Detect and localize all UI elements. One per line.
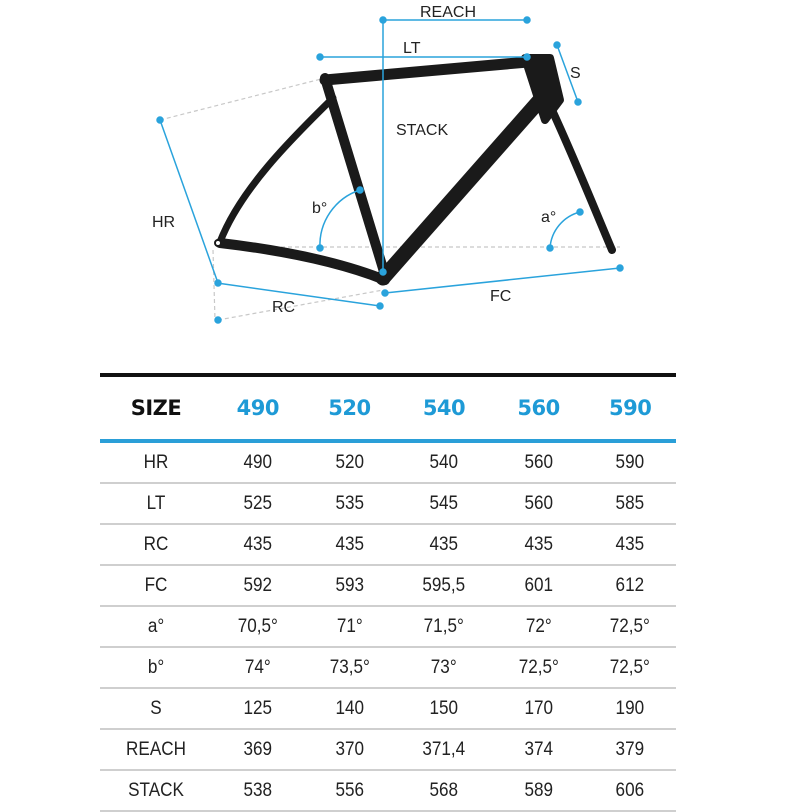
cell-value: 125 — [216, 688, 300, 730]
row-label: b° — [105, 647, 207, 689]
row-label: RC — [105, 524, 207, 566]
label-s: S — [570, 65, 581, 82]
table-row: S 125 140 150 170 190 — [100, 688, 676, 730]
cell-value: 435 — [400, 524, 488, 566]
cell-value: 72° — [497, 606, 580, 648]
cell-value: 369 — [216, 729, 300, 771]
cell-value: 601 — [497, 565, 580, 607]
label-lt: LT — [403, 40, 421, 57]
size-490: 490 — [212, 375, 304, 443]
geometry-table: SIZE 490 520 540 560 590 HR 490 520 540 560 5… — [100, 373, 676, 812]
cell-value: 71,5° — [400, 606, 488, 648]
guide-lines — [159, 77, 620, 321]
cell-value: 371,4 — [400, 729, 488, 771]
cell-value: 568 — [400, 770, 488, 812]
row-label: STACK — [105, 770, 207, 812]
bike-frame — [214, 54, 616, 286]
cell-value: 612 — [588, 565, 672, 607]
cell-value: 72,5° — [497, 647, 580, 689]
cell-value: 435 — [497, 524, 580, 566]
row-label: a° — [105, 606, 207, 648]
label-stack: STACK — [396, 122, 448, 139]
cell-value: 560 — [497, 483, 580, 525]
cell-value: 140 — [308, 688, 391, 730]
cell-value: 435 — [308, 524, 391, 566]
cell-value: 73° — [400, 647, 488, 689]
table-row: LT 525 535 545 560 585 — [100, 483, 676, 525]
cell-value: 592 — [216, 565, 300, 607]
size-590: 590 — [584, 375, 676, 443]
cell-value: 374 — [497, 729, 580, 771]
cell-value: 72,5° — [588, 606, 672, 648]
size-540: 540 — [395, 375, 493, 443]
cell-value: 556 — [308, 770, 391, 812]
cell-value: 190 — [588, 688, 672, 730]
size-header-row: SIZE 490 520 540 560 590 — [100, 375, 676, 443]
cell-value: 520 — [308, 441, 391, 484]
table-row: RC 435 435 435 435 435 — [100, 524, 676, 566]
label-hr: HR — [152, 214, 175, 231]
size-520: 520 — [303, 375, 396, 443]
row-label: HR — [105, 441, 207, 484]
cell-value: 593 — [308, 565, 391, 607]
dimension-lines — [156, 16, 624, 324]
cell-value: 72,5° — [588, 647, 672, 689]
row-label: REACH — [105, 729, 207, 771]
cell-value: 435 — [216, 524, 300, 566]
cell-value: 545 — [400, 483, 488, 525]
table-row: b° 74° 73,5° 73° 72,5° 72,5° — [100, 647, 676, 689]
cell-value: 540 — [400, 441, 488, 484]
cell-value: 70,5° — [216, 606, 300, 648]
size-header-label: SIZE — [100, 375, 212, 443]
label-angle-b: b° — [312, 200, 327, 217]
cell-value: 435 — [588, 524, 672, 566]
size-560: 560 — [492, 375, 585, 443]
cell-value: 525 — [216, 483, 300, 525]
cell-value: 585 — [588, 483, 672, 525]
cell-value: 535 — [308, 483, 391, 525]
label-angle-a: a° — [541, 209, 556, 226]
cell-value: 595,5 — [400, 565, 488, 607]
label-reach: REACH — [420, 4, 476, 21]
cell-value: 379 — [588, 729, 672, 771]
cell-value: 150 — [400, 688, 488, 730]
table-row: HR 490 520 540 560 590 — [100, 441, 676, 484]
table-row: a° 70,5° 71° 71,5° 72° 72,5° — [100, 606, 676, 648]
cell-value: 538 — [216, 770, 300, 812]
cell-value: 370 — [308, 729, 391, 771]
cell-value: 170 — [497, 688, 580, 730]
cell-value: 606 — [588, 770, 672, 812]
cell-value: 589 — [497, 770, 580, 812]
cell-value: 490 — [216, 441, 300, 484]
cell-value: 73,5° — [308, 647, 391, 689]
row-label: S — [105, 688, 207, 730]
table-row: REACH 369 370 371,4 374 379 — [100, 729, 676, 771]
cell-value: 71° — [308, 606, 391, 648]
frame-geometry-diagram: REACH LT STACK S HR RC FC a° b° — [152, 4, 624, 324]
cell-value: 590 — [588, 441, 672, 484]
table-row: FC 592 593 595,5 601 612 — [100, 565, 676, 607]
cell-value: 560 — [497, 441, 580, 484]
label-fc: FC — [490, 288, 511, 305]
row-label: LT — [105, 483, 207, 525]
cell-value: 74° — [216, 647, 300, 689]
label-rc: RC — [272, 299, 295, 316]
table-row: STACK 538 556 568 589 606 — [100, 770, 676, 812]
row-label: FC — [105, 565, 207, 607]
